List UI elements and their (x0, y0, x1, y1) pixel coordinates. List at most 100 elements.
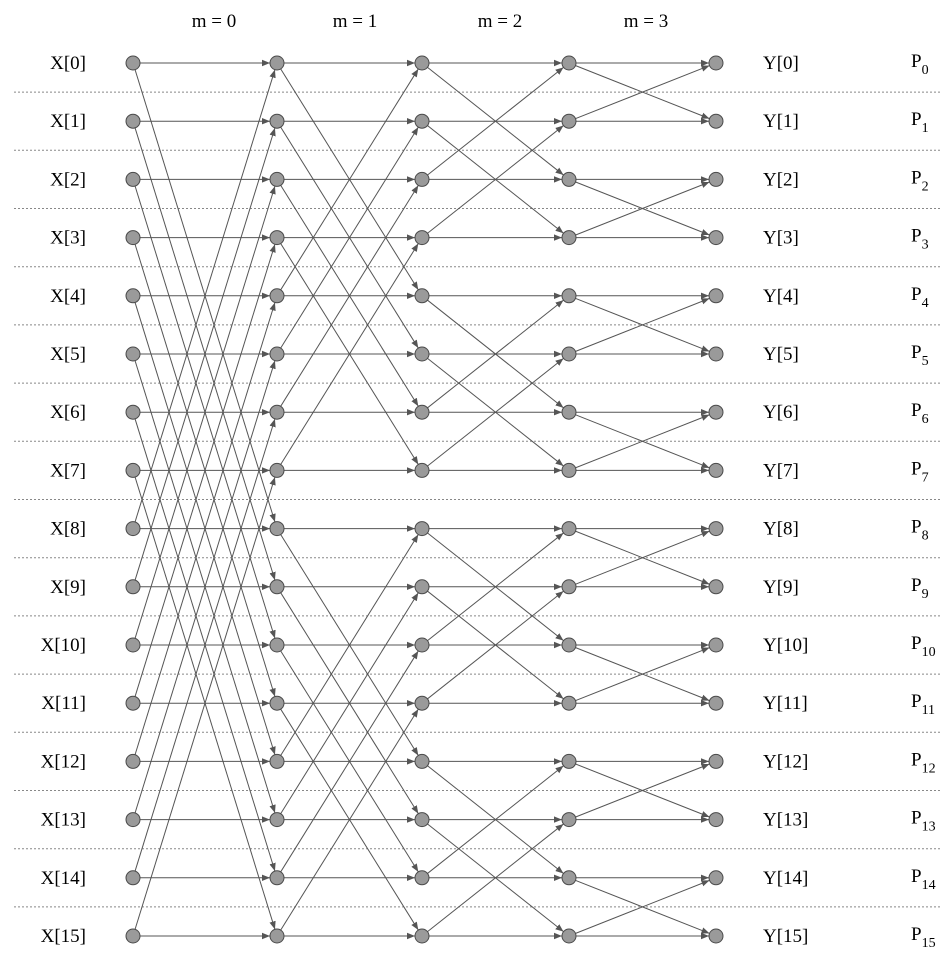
butterfly-node (708, 695, 724, 711)
butterfly-node (125, 870, 141, 886)
output-label: Y[7] (763, 460, 799, 481)
butterfly-edge (132, 127, 276, 587)
butterfly-edge (421, 357, 564, 471)
butterfly-node (561, 695, 577, 711)
butterfly-node (414, 637, 430, 653)
butterfly-node (708, 521, 724, 537)
processor-label: P1 (911, 109, 929, 136)
butterfly-node (561, 230, 577, 246)
output-label: Y[8] (763, 519, 799, 540)
butterfly-edge (132, 237, 276, 697)
butterfly-edge (276, 126, 419, 355)
butterfly-node (269, 404, 285, 420)
butterfly-edge (276, 592, 419, 820)
processor-label: P12 (911, 749, 936, 776)
butterfly-node (561, 637, 577, 653)
output-label: Y[2] (763, 169, 799, 190)
butterfly-node (269, 346, 285, 362)
butterfly-node (561, 462, 577, 478)
butterfly-edge (568, 414, 710, 471)
butterfly-node (561, 928, 577, 944)
butterfly-node (708, 55, 724, 71)
butterfly-edge (421, 819, 564, 933)
butterfly-node (708, 753, 724, 769)
butterfly-node (708, 462, 724, 478)
butterfly-node (414, 346, 430, 362)
butterfly-node (125, 404, 141, 420)
butterfly-node (269, 521, 285, 537)
butterfly-node (414, 695, 430, 711)
butterfly-node (125, 812, 141, 828)
butterfly-node (708, 230, 724, 246)
labels: m = 0 m = 1 m = 2 m = 3 X[0] X[1] X[2] X[3] X[4]… (41, 11, 936, 951)
input-label: X[0] (50, 53, 86, 74)
butterfly-edge (568, 528, 710, 585)
butterfly-node (125, 695, 141, 711)
butterfly-edge (132, 121, 276, 581)
butterfly-edge (276, 708, 419, 937)
butterfly-node (561, 753, 577, 769)
butterfly-edge (421, 823, 564, 937)
butterfly-edge (132, 185, 276, 646)
processor-label: P3 (911, 226, 929, 253)
butterfly-edge (132, 179, 276, 639)
butterfly-edge (421, 125, 564, 238)
butterfly-node (269, 695, 285, 711)
butterfly-edge (421, 353, 564, 467)
butterfly-node (561, 113, 577, 129)
output-label: Y[3] (763, 228, 799, 249)
butterfly-node (269, 637, 285, 653)
butterfly-edge (568, 760, 710, 818)
butterfly-edge (132, 360, 276, 820)
butterfly-edge (568, 644, 710, 702)
butterfly-edge (421, 66, 564, 180)
input-label: X[14] (41, 868, 86, 889)
butterfly-edge (132, 470, 276, 930)
butterfly-node (269, 753, 285, 769)
input-label: X[1] (50, 111, 86, 132)
butterfly-node (125, 288, 141, 304)
butterfly-edge (132, 69, 276, 529)
butterfly-edge (276, 528, 419, 756)
input-label: X[13] (41, 810, 86, 831)
butterfly-edge (276, 68, 419, 297)
butterfly-edge (132, 62, 276, 523)
butterfly-edge (568, 62, 710, 120)
butterfly-edge (421, 532, 564, 646)
butterfly-node (125, 521, 141, 537)
butterfly-edge (132, 244, 276, 704)
butterfly-edge (421, 528, 564, 642)
butterfly-node (414, 404, 430, 420)
butterfly-node (269, 928, 285, 944)
butterfly-node (125, 579, 141, 595)
input-label: X[5] (50, 344, 86, 365)
butterfly-node (561, 55, 577, 71)
butterfly-edge (568, 647, 710, 704)
butterfly-node (414, 230, 430, 246)
output-label: Y[11] (763, 693, 808, 714)
output-label: Y[4] (763, 286, 799, 307)
butterfly-node (414, 579, 430, 595)
processor-label: P4 (911, 284, 929, 311)
output-label: Y[14] (763, 868, 808, 889)
butterfly-node (414, 521, 430, 537)
output-label: Y[10] (763, 635, 808, 656)
processor-label: P6 (911, 400, 929, 427)
butterfly-node (561, 346, 577, 362)
butterfly-edge (132, 476, 276, 937)
processor-label: P5 (911, 342, 929, 369)
butterfly-node (269, 579, 285, 595)
output-label: Y[1] (763, 111, 799, 132)
processor-label: P9 (911, 575, 929, 602)
butterfly-edge (568, 295, 710, 352)
input-label: X[9] (50, 577, 86, 598)
butterfly-edge (276, 243, 419, 471)
butterfly-edges (132, 59, 710, 940)
butterfly-node (125, 113, 141, 129)
butterfly-node (125, 753, 141, 769)
butterfly-edge (276, 185, 419, 413)
processor-label: P14 (911, 866, 936, 893)
butterfly-edge (421, 761, 564, 874)
output-label: Y[15] (763, 926, 808, 947)
